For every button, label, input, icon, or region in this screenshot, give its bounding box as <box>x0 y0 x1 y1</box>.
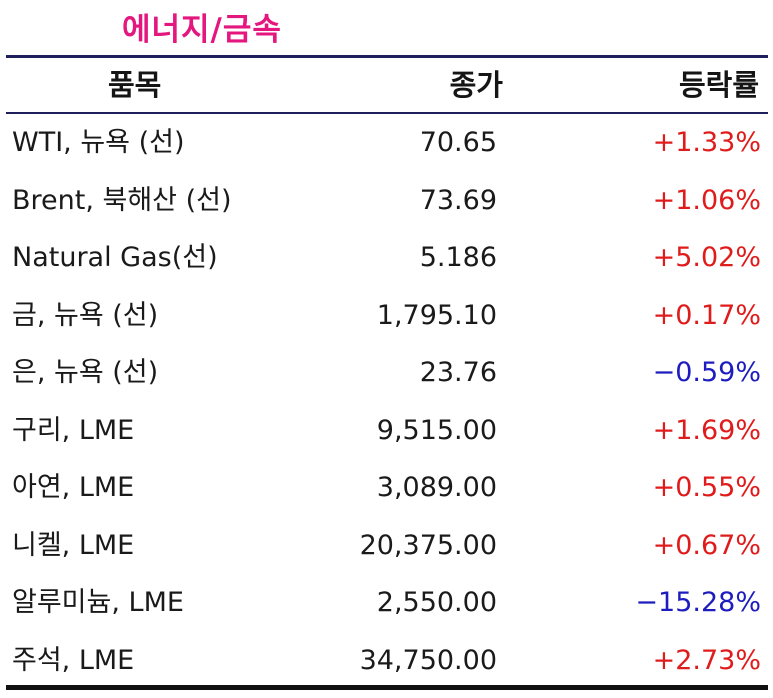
row-name: Brent, 북해산 (선) <box>12 184 232 216</box>
column-header-name: 품목 <box>108 68 162 102</box>
row-name: WTI, 뉴욕 (선) <box>12 127 185 158</box>
table-row: Brent, 북해산 (선) 73.69 +1.06% <box>0 172 773 230</box>
column-header-change: 등락률 <box>678 68 759 102</box>
table-body: WTI, 뉴욕 (선) 70.65 +1.33% Brent, 북해산 (선) … <box>0 114 773 689</box>
row-name: 아연, LME <box>12 472 135 503</box>
table-header: 품목 종가 등락률 <box>0 58 773 112</box>
row-change: +0.55% <box>652 472 761 503</box>
row-change: +2.73% <box>652 644 761 676</box>
row-price: 73.69 <box>419 184 497 216</box>
row-price: 9,515.00 <box>376 414 497 446</box>
row-change: +1.06% <box>652 184 761 216</box>
page-title: 에너지/금속 <box>122 12 282 48</box>
table-top-rule <box>6 55 768 58</box>
table-row: 구리, LME 9,515.00 +1.69% <box>0 402 773 460</box>
table-row: 알루미늄, LME 2,550.00 −15.28% <box>0 574 773 632</box>
row-price: 70.65 <box>419 127 497 158</box>
row-name: 구리, LME <box>12 414 135 446</box>
row-price: 20,375.00 <box>359 529 497 561</box>
table-row: 니켈, LME 20,375.00 +0.67% <box>0 517 773 575</box>
row-change: +0.17% <box>652 299 761 331</box>
row-change: −0.59% <box>652 357 761 388</box>
table-row: 아연, LME 3,089.00 +0.55% <box>0 459 773 517</box>
column-header-price: 종가 <box>449 68 503 102</box>
row-change: +0.67% <box>652 529 761 561</box>
row-change: −15.28% <box>635 587 761 618</box>
row-price: 2,550.00 <box>376 587 497 618</box>
row-name: Natural Gas(선) <box>12 242 218 273</box>
table-row: 주석, LME 34,750.00 +2.73% <box>0 632 773 690</box>
row-name: 금, 뉴욕 (선) <box>12 299 159 331</box>
row-price: 34,750.00 <box>359 644 497 676</box>
row-change: +1.69% <box>652 414 761 446</box>
row-name: 알루미늄, LME <box>12 587 184 618</box>
table-row: WTI, 뉴욕 (선) 70.65 +1.33% <box>0 114 773 172</box>
row-price: 3,089.00 <box>376 472 497 503</box>
table-row: Natural Gas(선) 5.186 +5.02% <box>0 229 773 287</box>
table-row: 은, 뉴욕 (선) 23.76 −0.59% <box>0 344 773 402</box>
row-name: 은, 뉴욕 (선) <box>12 357 159 388</box>
row-change: +1.33% <box>652 127 761 158</box>
row-name: 주석, LME <box>12 644 135 676</box>
row-price: 5.186 <box>419 242 497 273</box>
row-name: 니켈, LME <box>12 529 135 561</box>
table-row: 금, 뉴욕 (선) 1,795.10 +0.17% <box>0 287 773 345</box>
row-price: 1,795.10 <box>376 299 497 331</box>
row-price: 23.76 <box>419 357 497 388</box>
table-bottom-rule <box>6 685 768 690</box>
row-change: +5.02% <box>652 242 761 273</box>
table-header-rule <box>6 112 768 114</box>
